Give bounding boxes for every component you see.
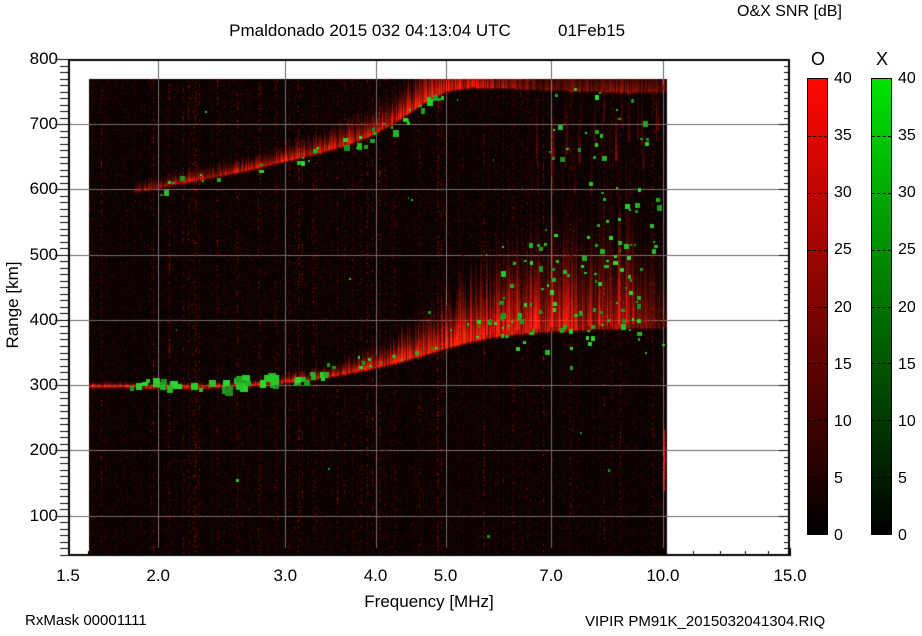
colorbar-tick-dash bbox=[872, 420, 891, 422]
colorbar-tick-dash bbox=[808, 477, 827, 479]
colorbar-tick-dash bbox=[872, 249, 891, 251]
colorbar-o-label: O bbox=[810, 49, 826, 69]
colorbar-x-label: X bbox=[875, 49, 889, 69]
colorbar-tick-label: 15 bbox=[898, 355, 916, 373]
colorbar-tick-label: 35 bbox=[834, 127, 852, 145]
y-tick-label: 800 bbox=[29, 49, 58, 68]
x-tick-label: 5.0 bbox=[433, 566, 458, 585]
colorbar-o-gradient bbox=[807, 78, 828, 535]
y-tick-label: 200 bbox=[29, 440, 58, 460]
colorbar-tick-dash bbox=[808, 363, 827, 365]
colorbar-tick-label: 30 bbox=[898, 184, 916, 202]
x-tick-label: 3.0 bbox=[273, 566, 298, 585]
colorbar-tick-label: 30 bbox=[834, 184, 852, 202]
y-tick-label: 500 bbox=[29, 244, 58, 264]
x-axis-title: Frequency [MHz] bbox=[364, 592, 494, 611]
colorbar-tick-dash bbox=[872, 363, 891, 365]
y-axis-title: Range [km] bbox=[3, 261, 22, 349]
x-tick-label: 4.0 bbox=[363, 566, 388, 585]
x-tick-label: 10.0 bbox=[646, 566, 680, 585]
colorbar-tick-label: 15 bbox=[834, 355, 852, 373]
y-tick-label: 100 bbox=[29, 505, 58, 525]
x-tick-label: 7.0 bbox=[539, 566, 563, 585]
colorbar-tick-label: 0 bbox=[898, 527, 907, 544]
y-tick-label: 700 bbox=[29, 114, 58, 134]
colorbar-tick-label: 20 bbox=[834, 298, 852, 316]
colorbar-tick-dash bbox=[808, 192, 827, 194]
colorbar-tick-label: 40 bbox=[898, 70, 916, 87]
data-file-label: VIPIR PM91K_2015032041304.RIQ bbox=[585, 613, 826, 630]
colorbar-tick-dash bbox=[872, 477, 891, 479]
colorbar-tick-dash bbox=[808, 306, 827, 308]
colorbar-tick-label: 20 bbox=[898, 298, 916, 316]
colorbar-tick-label: 0 bbox=[834, 527, 843, 544]
colorbar-tick-label: 25 bbox=[834, 241, 852, 259]
y-tick-label: 300 bbox=[29, 375, 58, 395]
colorbar-tick-label: 5 bbox=[834, 469, 843, 487]
colorbar-tick-dash bbox=[808, 249, 827, 251]
colorbar-header: O&X SNR [dB] bbox=[737, 3, 842, 20]
x-tick-label: 1.5 bbox=[56, 566, 80, 585]
colorbar-tick-dash bbox=[808, 420, 827, 422]
colorbar-tick-label: 40 bbox=[834, 70, 852, 87]
rx-mask-label: RxMask 00001111 bbox=[25, 612, 147, 629]
colorbar-tick-dash bbox=[872, 135, 891, 137]
colorbar-tick-label: 5 bbox=[898, 469, 907, 487]
plot-date: 01Feb15 bbox=[558, 21, 626, 40]
colorbar-tick-label: 10 bbox=[898, 412, 916, 430]
x-tick-label: 2.0 bbox=[146, 566, 171, 585]
colorbar-tick-dash bbox=[872, 306, 891, 308]
colorbar-tick-label: 25 bbox=[898, 241, 916, 259]
y-tick-label: 400 bbox=[29, 309, 58, 329]
colorbar-tick-dash bbox=[808, 135, 827, 137]
plot-title: Pmaldonado 2015 032 04:13:04 UTC bbox=[229, 21, 511, 40]
colorbar-tick-label: 35 bbox=[898, 127, 916, 145]
colorbar-tick-label: 10 bbox=[834, 412, 852, 430]
x-tick-label: 15.0 bbox=[773, 566, 807, 585]
colorbar-x-gradient bbox=[871, 78, 892, 535]
colorbar-tick-dash bbox=[872, 192, 891, 194]
y-tick-label: 600 bbox=[29, 179, 58, 199]
